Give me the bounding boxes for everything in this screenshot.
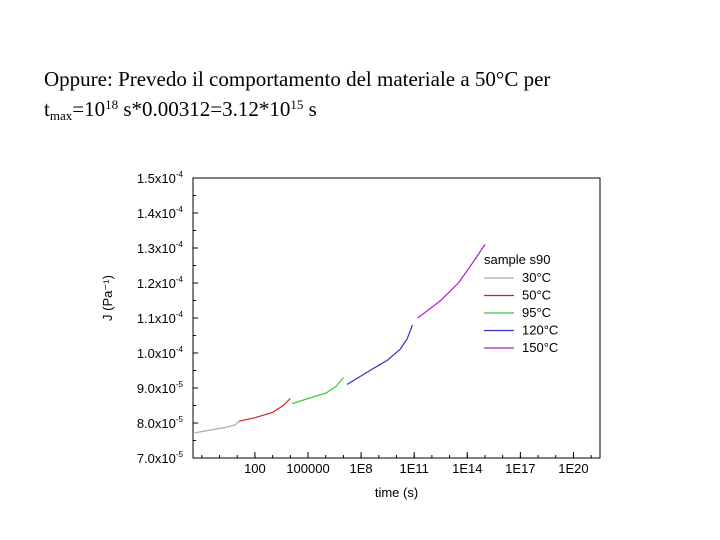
series-lines bbox=[194, 244, 486, 434]
legend-entry-label: 50°C bbox=[522, 288, 551, 303]
y-tick-label: 1.2x10-4 bbox=[137, 275, 184, 291]
series-line bbox=[417, 244, 486, 319]
series-line bbox=[346, 324, 413, 386]
y-axis-ticks: 7.0x10-5 8.0x10-5 9.0x10-5 1.0x10-4 1.1x10-4… bbox=[137, 170, 198, 466]
legend-entry-label: 150°C bbox=[522, 340, 558, 355]
x-tick-label: 100 bbox=[244, 461, 266, 476]
y-tick-label: 1.1x10-4 bbox=[137, 310, 184, 326]
y-tick-label: 7.0x10-5 bbox=[137, 450, 184, 466]
series-line bbox=[194, 420, 240, 434]
y-axis-title: J (Pa⁻¹) bbox=[100, 275, 115, 321]
slide-t: t bbox=[44, 97, 50, 121]
slide-part-3: s bbox=[303, 97, 317, 121]
legend-entry-label: 30°C bbox=[522, 270, 551, 285]
slide-t-subscript: max bbox=[49, 108, 73, 123]
slide-text: Oppure: Prevedo il comportamento del mat… bbox=[44, 64, 684, 124]
series-line bbox=[238, 398, 291, 422]
legend-entry-label: 95°C bbox=[522, 305, 551, 320]
slide-line-2: tmax=1018 s*0.00312=3.12*1015 s bbox=[44, 94, 684, 124]
y-tick-label: 1.4x10-4 bbox=[137, 205, 184, 221]
series-line bbox=[291, 377, 344, 405]
x-tick-label: 1E17 bbox=[505, 461, 535, 476]
axis-titles: time (s) J (Pa⁻¹) bbox=[100, 275, 418, 500]
slide-exponent-1: 18 bbox=[105, 97, 119, 112]
legend-title: sample s90 bbox=[484, 252, 550, 267]
x-tick-label: 1E11 bbox=[399, 461, 428, 476]
legend: sample s90 30°C 50°C 95°C 120°C 150°C bbox=[484, 252, 558, 355]
slide-part-2: s*0.00312=3.12*10 bbox=[118, 97, 291, 121]
y-tick-label: 1.5x10-4 bbox=[137, 170, 184, 186]
slide-exponent-2: 15 bbox=[290, 97, 304, 112]
x-axis-ticks: 100 100000 1E8 1E11 1E14 1E17 1E20 bbox=[201, 452, 592, 476]
legend-entry-label: 120°C bbox=[522, 323, 558, 338]
x-tick-label: 1E20 bbox=[558, 461, 588, 476]
slide-line-1: Oppure: Prevedo il comportamento del mat… bbox=[44, 67, 551, 91]
y-tick-label: 1.0x10-4 bbox=[137, 345, 184, 361]
x-tick-label: 1E14 bbox=[452, 461, 482, 476]
x-axis-title: time (s) bbox=[375, 485, 418, 500]
x-tick-label: 100000 bbox=[286, 461, 329, 476]
y-tick-label: 1.3x10-4 bbox=[137, 240, 184, 256]
y-tick-label: 9.0x10-5 bbox=[137, 380, 184, 396]
y-tick-label: 8.0x10-5 bbox=[137, 415, 184, 431]
x-tick-label: 1E8 bbox=[350, 461, 373, 476]
slide-part-1: =10 bbox=[72, 97, 106, 121]
